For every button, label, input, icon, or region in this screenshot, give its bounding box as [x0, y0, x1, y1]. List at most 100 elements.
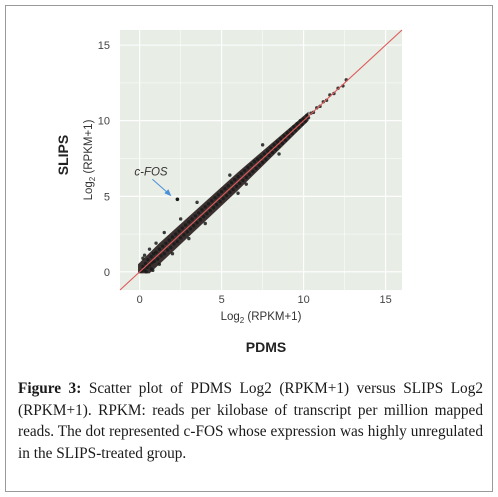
data-point	[210, 199, 214, 203]
data-point	[215, 202, 219, 207]
x-axis-title: PDMS	[246, 339, 286, 355]
data-point	[154, 241, 158, 245]
data-point	[233, 177, 237, 182]
point-density-band	[138, 111, 309, 274]
data-point	[260, 160, 265, 164]
data-point	[234, 184, 239, 189]
data-point	[167, 238, 171, 242]
data-point	[195, 200, 199, 205]
data-point	[190, 217, 194, 221]
data-point	[229, 180, 234, 185]
data-point	[175, 239, 180, 244]
data-point	[162, 230, 166, 235]
scatter-chart: c-FOS 0 5 10 15 0 5 10 15 Log2 (RPKM+1) Log2 (…	[55, 29, 403, 355]
caption-text: Scatter plot of PDMS Log2 (RPKM+1) versu…	[18, 380, 483, 462]
data-point	[270, 150, 275, 155]
y-axis-label: Log2 (RPKM+1)	[83, 119, 97, 200]
data-point	[143, 261, 148, 266]
data-point	[201, 214, 206, 219]
data-point	[152, 259, 157, 263]
y-tick-labels: 0 5 10 15	[98, 40, 110, 279]
data-point	[292, 125, 296, 129]
data-point	[187, 220, 191, 224]
x-tick-label: 15	[379, 294, 391, 306]
data-point	[172, 242, 176, 246]
data-point	[146, 258, 150, 262]
data-point	[177, 229, 181, 233]
data-point	[257, 163, 262, 167]
data-point	[244, 182, 248, 186]
data-point	[206, 202, 211, 206]
data-point	[185, 230, 189, 234]
data-point	[154, 250, 158, 254]
data-point	[218, 199, 222, 204]
reference-line	[119, 29, 403, 291]
data-point	[246, 165, 250, 170]
x-tick-label: 10	[298, 294, 310, 306]
data-point	[200, 208, 204, 212]
data-point	[256, 157, 260, 161]
data-point	[195, 221, 199, 225]
data-point	[192, 224, 196, 228]
data-point	[147, 247, 152, 251]
x-tick-labels: 0 5 10 15	[137, 294, 392, 306]
highlight-label: c-FOS	[134, 166, 168, 178]
data-point	[288, 128, 293, 132]
data-points	[139, 78, 348, 274]
data-point	[162, 252, 166, 256]
data-point	[180, 226, 185, 230]
data-point	[231, 187, 235, 192]
data-point	[169, 245, 173, 250]
data-point	[249, 162, 253, 167]
point-band	[138, 111, 309, 274]
data-point	[193, 214, 198, 218]
data-point	[203, 221, 207, 226]
data-point	[226, 183, 230, 188]
y-tick-label: 15	[98, 40, 110, 52]
data-point	[170, 252, 175, 256]
data-point	[259, 155, 263, 159]
data-point	[211, 205, 216, 210]
data-point	[242, 168, 247, 173]
data-point	[239, 171, 244, 176]
data-point	[274, 147, 278, 152]
y-tick-label: 0	[104, 267, 110, 279]
data-point	[178, 236, 183, 240]
data-point	[272, 143, 276, 147]
data-point	[141, 256, 145, 260]
data-point	[282, 134, 286, 138]
data-point	[264, 157, 268, 161]
figure-label: Figure 3:	[18, 380, 82, 397]
data-point	[247, 172, 252, 177]
data-point	[252, 159, 257, 164]
data-point	[228, 190, 232, 195]
data-point	[236, 191, 240, 195]
data-point	[251, 169, 255, 174]
data-point	[283, 138, 288, 143]
data-point	[275, 140, 280, 144]
data-point	[277, 152, 281, 156]
data-point	[164, 241, 168, 245]
data-point	[159, 254, 163, 258]
data-point	[174, 232, 178, 236]
data-point	[182, 233, 186, 237]
data-point	[157, 262, 162, 267]
data-point	[295, 122, 299, 126]
data-point	[267, 153, 271, 158]
figure-caption: Figure 3: Scatter plot of PDMS Log2 (RPK…	[18, 378, 483, 464]
data-point	[203, 205, 207, 209]
data-point	[149, 255, 153, 259]
data-point	[285, 131, 289, 135]
data-point	[224, 193, 229, 198]
data-point	[205, 211, 209, 216]
data-point	[188, 227, 193, 231]
data-point	[178, 217, 183, 221]
data-point	[208, 208, 212, 213]
data-point	[236, 174, 240, 179]
y-axis-title: SLIPS	[55, 135, 71, 175]
data-point	[187, 236, 191, 241]
data-point	[151, 252, 156, 256]
data-point	[265, 149, 270, 153]
data-point	[228, 173, 232, 177]
x-axis-label: Log2 (RPKM+1)	[221, 311, 302, 325]
